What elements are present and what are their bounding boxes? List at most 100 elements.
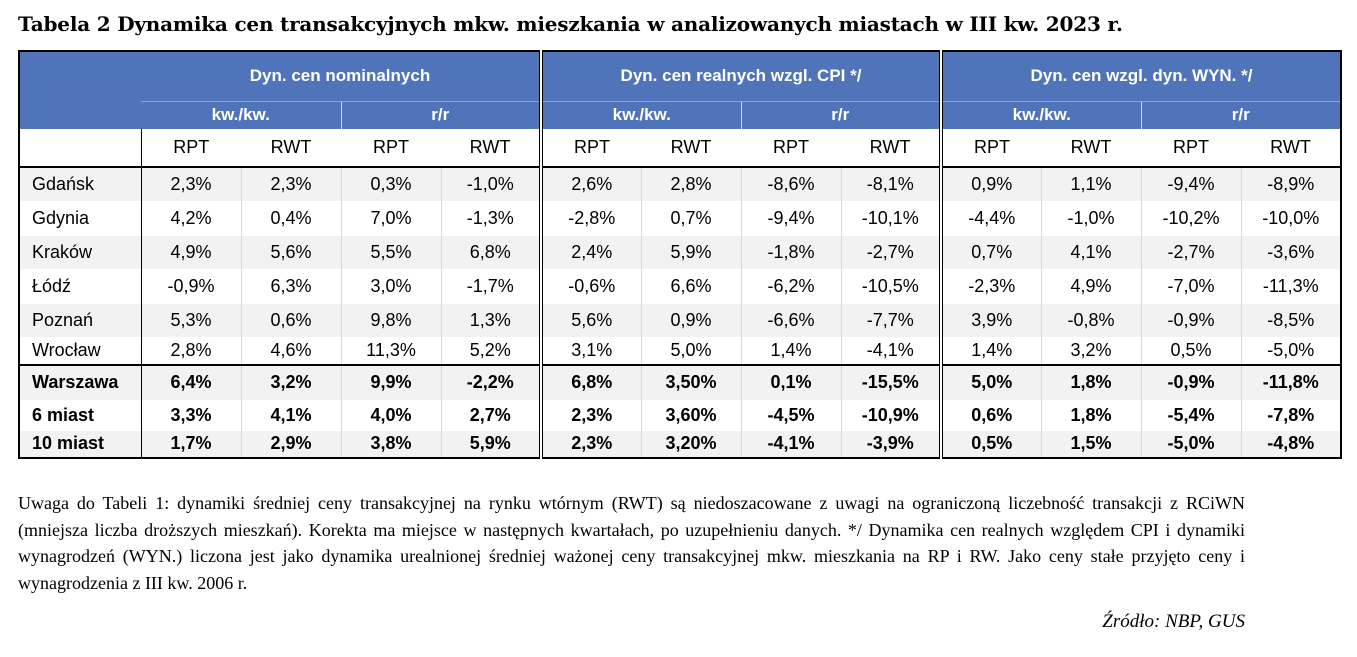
cell-value: -4,8%: [1240, 429, 1341, 458]
cell-value: 3,2%: [1040, 336, 1141, 365]
cell-value: -8,6%: [740, 166, 841, 201]
table-row: Warszawa 6,4% 3,2% 9,9% -2,2% 6,8% 3,50% 0,1% -1…: [19, 364, 1341, 400]
table-row: Kraków 4,9% 5,6% 5,5% 6,8% 2,4% 5,9% -1,8% -2,7%…: [19, 234, 1341, 269]
cell-value: 4,9%: [140, 234, 241, 269]
cell-value: 0,5%: [1140, 336, 1241, 365]
cell-value: 1,3%: [440, 302, 541, 337]
subgroup-header: r/r: [340, 100, 541, 129]
corner-cell: [19, 51, 141, 129]
row-label: Poznań: [19, 302, 142, 337]
cell-value: -6,2%: [740, 268, 841, 303]
cell-value: 1,5%: [1040, 429, 1141, 458]
cell-value: 0,4%: [240, 200, 341, 235]
cell-value: -7,7%: [840, 302, 941, 337]
cell-value: 0,7%: [640, 200, 741, 235]
column-row: RPT RWT RPT RWT RPT RWT RPT RWT RPT RWT RPT RWT: [19, 129, 1341, 168]
cell-value: -2,7%: [840, 234, 941, 269]
cell-value: -4,1%: [740, 429, 841, 458]
cell-value: -1,0%: [1040, 200, 1141, 235]
column-header: RPT: [939, 129, 1041, 168]
cell-value: 3,0%: [340, 268, 441, 303]
column-header: RWT: [1241, 129, 1341, 168]
cell-value: 2,8%: [140, 336, 241, 365]
cell-value: -5,4%: [1140, 399, 1241, 430]
cell-value: -2,8%: [539, 200, 641, 235]
cell-value: 6,8%: [440, 234, 541, 269]
cell-value: -11,3%: [1240, 268, 1341, 303]
cell-value: 5,0%: [640, 336, 741, 365]
group-header: Dyn. cen nominalnych: [141, 51, 541, 101]
table-row: Gdynia 4,2% 0,4% 7,0% -1,3% -2,8% 0,7% -9,4% -10…: [19, 200, 1341, 235]
subgroup-header: kw./kw.: [539, 100, 741, 129]
cell-value: 11,3%: [340, 336, 441, 365]
cell-value: -7,8%: [1240, 399, 1341, 430]
column-header: RWT: [441, 129, 541, 168]
column-header: RWT: [241, 129, 341, 168]
cell-value: 9,8%: [340, 302, 441, 337]
cell-value: -6,6%: [740, 302, 841, 337]
cell-value: 0,1%: [740, 364, 841, 400]
row-label: Łódź: [19, 268, 142, 303]
cell-value: 5,0%: [939, 364, 1041, 400]
row-label: Wrocław: [19, 336, 142, 365]
cell-value: -2,3%: [939, 268, 1041, 303]
cell-value: 4,6%: [240, 336, 341, 365]
cell-value: 6,3%: [240, 268, 341, 303]
cell-value: 1,1%: [1040, 166, 1141, 201]
cell-value: -11,8%: [1240, 364, 1341, 400]
cell-value: 3,3%: [140, 399, 241, 430]
cell-value: -10,0%: [1240, 200, 1341, 235]
column-header: RPT: [341, 129, 441, 168]
cell-value: -10,5%: [840, 268, 941, 303]
cell-value: -0,8%: [1040, 302, 1141, 337]
header-row: Dyn. cen nominalnych Dyn. cen realnych wz…: [19, 51, 1341, 129]
cell-value: 4,0%: [340, 399, 441, 430]
row-label: Warszawa: [19, 364, 142, 400]
cell-value: -2,2%: [440, 364, 541, 400]
cell-value: 3,50%: [640, 364, 741, 400]
column-header: RPT: [741, 129, 841, 168]
subgroup-header: r/r: [740, 100, 941, 129]
cell-value: 2,3%: [240, 166, 341, 201]
row-label: Kraków: [19, 234, 142, 269]
column-header: RPT: [141, 129, 241, 168]
cell-value: -4,5%: [740, 399, 841, 430]
cell-value: -9,4%: [1140, 166, 1241, 201]
cell-value: 0,3%: [340, 166, 441, 201]
group-header: Dyn. cen wzgl. dyn. WYN. */: [939, 51, 1341, 101]
cell-value: 5,3%: [140, 302, 241, 337]
cell-value: -10,1%: [840, 200, 941, 235]
cell-value: -1,7%: [440, 268, 541, 303]
group-header: Dyn. cen realnych wzgl. CPI */: [539, 51, 941, 101]
cell-value: 0,6%: [939, 399, 1041, 430]
cell-value: 5,2%: [440, 336, 541, 365]
subgroup-header: r/r: [1140, 100, 1341, 129]
cell-value: -5,0%: [1140, 429, 1241, 458]
cell-value: 5,6%: [539, 302, 641, 337]
cell-value: -8,1%: [840, 166, 941, 201]
column-header: RWT: [641, 129, 741, 168]
cell-value: 5,9%: [440, 429, 541, 458]
cell-value: -0,9%: [1140, 364, 1241, 400]
cell-value: 4,1%: [240, 399, 341, 430]
table-row: Wrocław 2,8% 4,6% 11,3% 5,2% 3,1% 5,0% 1,4% -4,1…: [19, 336, 1341, 365]
table-row: 10 miast 1,7% 2,9% 3,8% 5,9% 2,3% 3,20% -4,1% -3…: [19, 429, 1341, 458]
row-label: Gdańsk: [19, 166, 142, 201]
cell-value: 4,9%: [1040, 268, 1141, 303]
cell-value: 3,60%: [640, 399, 741, 430]
cell-value: 3,1%: [539, 336, 641, 365]
cell-value: -0,9%: [1140, 302, 1241, 337]
cell-value: 2,7%: [440, 399, 541, 430]
row-label: Gdynia: [19, 200, 142, 235]
cell-value: -15,5%: [840, 364, 941, 400]
cell-value: -1,3%: [440, 200, 541, 235]
cell-value: -2,7%: [1140, 234, 1241, 269]
cell-value: 5,9%: [640, 234, 741, 269]
cell-value: 2,6%: [539, 166, 641, 201]
table-row: Poznań 5,3% 0,6% 9,8% 1,3% 5,6% 0,9% -6,6% -7,7%…: [19, 302, 1341, 337]
row-label: 6 miast: [19, 399, 142, 430]
cell-value: -9,4%: [740, 200, 841, 235]
cell-value: 1,4%: [939, 336, 1041, 365]
